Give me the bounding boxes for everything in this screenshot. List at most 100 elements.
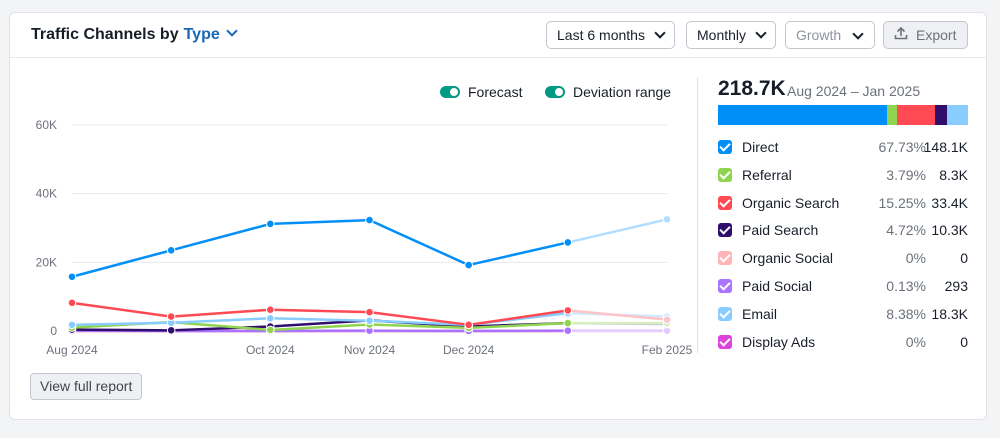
forecast-line-organic-search <box>567 309 668 321</box>
title-prefix: Traffic Channels by <box>31 26 179 43</box>
upload-icon <box>894 22 908 48</box>
checkbox-icon[interactable] <box>718 167 732 182</box>
channel-percent: 0% <box>905 333 926 350</box>
period-label: Last 6 months <box>557 27 645 43</box>
data-point-organic-search <box>365 307 374 317</box>
share-segment-organic-search <box>896 105 935 125</box>
channel-name: Paid Search <box>742 222 819 239</box>
data-point-organic-search <box>166 312 176 321</box>
series-line-direct <box>71 218 569 278</box>
x-tick-label: Dec 2024 <box>443 343 495 357</box>
data-point-email <box>365 316 374 326</box>
toggle-switch-icon <box>545 86 565 99</box>
channel-row-organic-search[interactable]: Organic Search 15.25% 33.4K <box>718 195 968 215</box>
x-tick-label: Nov 2024 <box>344 343 396 357</box>
share-segment-direct <box>718 105 888 125</box>
data-point-email <box>67 320 77 330</box>
checkbox-icon[interactable] <box>718 279 732 293</box>
channel-row-direct[interactable]: Direct 67.73% 148.1K <box>718 139 968 159</box>
channel-row-email[interactable]: Email 8.38% 18.3K <box>718 306 968 326</box>
card-title: Traffic Channels by Type <box>31 25 238 44</box>
data-point-organic-search <box>67 298 77 308</box>
data-point-organic-search <box>464 320 473 330</box>
data-point-direct <box>67 272 77 282</box>
channel-row-paid-search[interactable]: Paid Search 4.72% 10.3K <box>718 222 968 242</box>
deviation-label: Deviation range <box>573 84 672 100</box>
total-traffic: 218.7K <box>718 77 786 100</box>
channel-value: 10.3K <box>931 222 968 239</box>
checkbox-icon[interactable] <box>718 251 732 266</box>
checkbox-icon[interactable] <box>718 140 732 154</box>
metric-select[interactable]: Growth <box>785 21 875 49</box>
granularity-select[interactable]: Monthly <box>686 21 777 49</box>
forecast-line-direct <box>567 218 668 244</box>
channel-row-referral[interactable]: Referral 3.79% 8.3K <box>718 167 968 187</box>
x-tick-label: Feb 2025 <box>642 343 693 357</box>
channel-percent: 4.72% <box>886 222 926 239</box>
channel-percent: 15.25% <box>878 194 926 211</box>
data-point-organic-search <box>662 315 672 324</box>
export-label: Export <box>916 27 957 43</box>
card-header: Traffic Channels by Type Last 6 months Mo… <box>10 13 986 58</box>
channel-name: Referral <box>742 166 792 183</box>
panel-divider <box>697 77 698 353</box>
period-select[interactable]: Last 6 months <box>546 21 675 49</box>
data-point-paid-social <box>563 326 573 335</box>
channel-value: 0 <box>960 250 968 267</box>
share-stacked-bar <box>718 105 968 125</box>
channel-value: 18.3K <box>931 305 968 322</box>
channel-row-paid-social[interactable]: Paid Social 0.13% 293 <box>718 278 968 298</box>
channel-name: Organic Search <box>742 194 840 211</box>
date-range: Aug 2024 – Jan 2025 <box>787 83 921 99</box>
channel-name: Email <box>742 305 778 322</box>
y-tick-label: 20K <box>36 255 57 269</box>
share-segment-referral <box>887 105 897 125</box>
forecast-toggle[interactable]: Forecast <box>440 84 522 100</box>
share-segment-paid-search <box>934 105 947 125</box>
channel-row-display-ads[interactable]: Display Ads 0% 0 <box>718 334 968 354</box>
channel-name: Paid Social <box>742 278 813 294</box>
channel-value: 293 <box>944 278 968 294</box>
channel-percent: 3.79% <box>886 166 926 183</box>
data-point-paid-search <box>166 326 176 335</box>
data-point-referral <box>563 318 573 328</box>
data-point-direct <box>266 219 275 229</box>
type-label: Type <box>183 26 220 43</box>
channel-percent: 67.73% <box>878 139 926 155</box>
channel-percent: 0.13% <box>886 278 926 294</box>
share-segment-email <box>947 105 968 125</box>
channel-name: Direct <box>742 139 779 155</box>
view-full-report-button[interactable]: View full report <box>30 373 143 400</box>
series-line-organic-search <box>71 301 569 327</box>
data-point-organic-search <box>563 306 573 315</box>
y-tick-label: 0 <box>50 324 57 338</box>
channel-value: 148.1K <box>923 139 968 155</box>
type-dropdown[interactable]: Type <box>183 25 238 43</box>
channel-percent: 8.38% <box>886 305 926 322</box>
data-point-organic-search <box>266 305 275 315</box>
checkbox-icon[interactable] <box>718 223 732 238</box>
data-point-referral <box>266 325 275 335</box>
channel-value: 0 <box>960 333 968 350</box>
checkbox-icon[interactable] <box>718 195 732 210</box>
data-point-email <box>266 313 275 323</box>
channel-name: Organic Social <box>742 250 834 267</box>
granularity-label: Monthly <box>697 27 747 43</box>
checkbox-icon[interactable] <box>718 306 732 321</box>
export-button[interactable]: Export <box>883 21 968 49</box>
channel-value: 8.3K <box>939 166 968 183</box>
checkbox-icon[interactable] <box>718 334 732 349</box>
forecast-label: Forecast <box>468 84 523 100</box>
x-tick-label: Aug 2024 <box>46 343 98 357</box>
toggle-switch-icon <box>440 86 460 99</box>
channel-name: Display Ads <box>742 333 816 350</box>
data-point-direct <box>662 215 672 224</box>
data-point-direct <box>166 246 176 255</box>
x-tick-label: Oct 2024 <box>246 343 295 357</box>
y-tick-label: 40K <box>36 187 57 201</box>
deviation-toggle[interactable]: Deviation range <box>545 84 671 100</box>
channel-row-organic-social[interactable]: Organic Social 0% 0 <box>718 250 968 270</box>
channel-percent: 0% <box>905 250 926 267</box>
y-tick-label: 60K <box>36 118 57 132</box>
